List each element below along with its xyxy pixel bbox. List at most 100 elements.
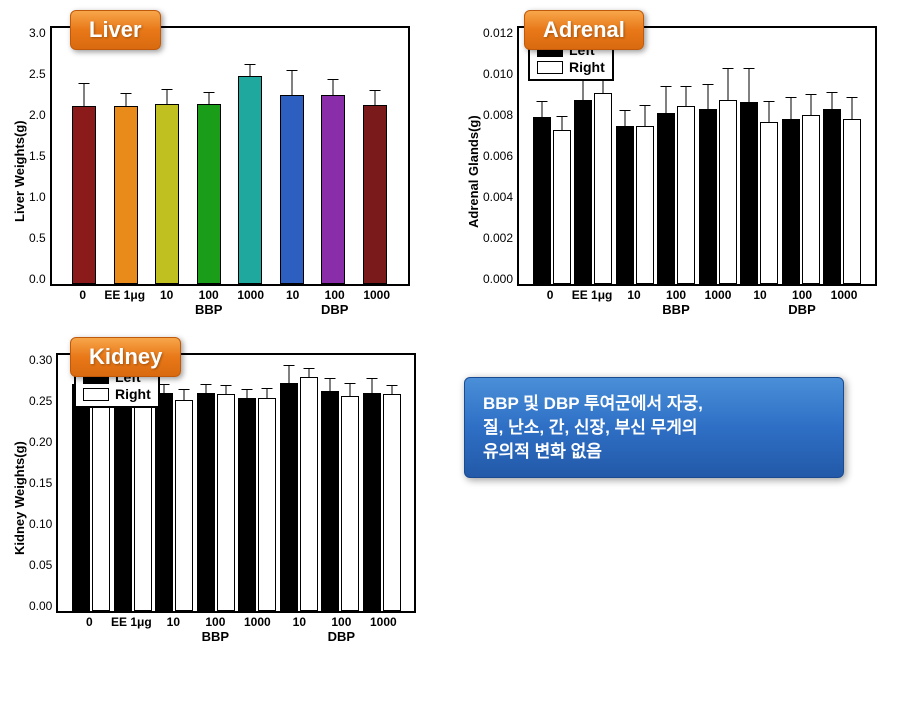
xgroup-label bbox=[529, 302, 613, 317]
ytick-label: 0.05 bbox=[29, 558, 52, 572]
ytick-label: 0.004 bbox=[483, 190, 513, 204]
xtick-label: 100 bbox=[320, 615, 362, 629]
bar bbox=[92, 389, 110, 611]
bar bbox=[363, 105, 387, 284]
bar bbox=[636, 126, 654, 284]
kidney-xgroups: BBPDBP bbox=[56, 629, 416, 644]
summary-line2: 질, 난소, 간, 신장, 부신 무게의 bbox=[483, 418, 698, 437]
bar bbox=[843, 119, 861, 284]
xtick-label: 1000 bbox=[697, 288, 739, 302]
xgroup-label: BBP bbox=[613, 302, 739, 317]
adrenal-xgroups: BBPDBP bbox=[517, 302, 877, 317]
bar bbox=[719, 100, 737, 284]
bar bbox=[114, 106, 138, 284]
ytick-label: 2.5 bbox=[29, 67, 46, 81]
legend-swatch bbox=[537, 61, 563, 74]
liver-yaxis: 3.02.52.01.51.00.50.0 bbox=[29, 26, 50, 286]
adrenal-ylabel: Adrenal Glands(g) bbox=[464, 26, 483, 317]
xtick-label: 10 bbox=[613, 288, 655, 302]
ytick-label: 0.15 bbox=[29, 476, 52, 490]
xtick-label: EE 1μg bbox=[104, 288, 146, 302]
xtick-label: 1000 bbox=[356, 288, 398, 302]
ytick-label: 0.5 bbox=[29, 231, 46, 245]
xtick-label: 10 bbox=[152, 615, 194, 629]
ytick-label: 0.002 bbox=[483, 231, 513, 245]
ytick-label: 0.012 bbox=[483, 26, 513, 40]
bar bbox=[197, 104, 221, 284]
bar bbox=[217, 394, 235, 611]
bar bbox=[114, 393, 132, 611]
kidney-xaxis: 0EE 1μg101001000101001000 bbox=[56, 613, 416, 629]
xtick-label: EE 1μg bbox=[110, 615, 152, 629]
xtick-label: 100 bbox=[655, 288, 697, 302]
adrenal-xaxis: 0EE 1μg101001000101001000 bbox=[517, 286, 877, 302]
liver-xgroups: BBPDBP bbox=[50, 302, 410, 317]
ytick-label: 0.010 bbox=[483, 67, 513, 81]
bar bbox=[134, 387, 152, 611]
bar bbox=[533, 117, 551, 284]
xtick-label: 1000 bbox=[236, 615, 278, 629]
kidney-panel: Kidney LeftRight Kidney Weights(g) 0.300… bbox=[10, 337, 454, 644]
liver-title-badge: Liver bbox=[70, 10, 161, 50]
xtick-label: 100 bbox=[194, 615, 236, 629]
bar bbox=[321, 95, 345, 284]
bar bbox=[760, 122, 778, 285]
bar bbox=[300, 377, 318, 611]
xtick-label: 1000 bbox=[362, 615, 404, 629]
bar bbox=[155, 104, 179, 284]
kidney-yaxis: 0.30 0.25 0.20 0.15 0.10 0.05 0.00 bbox=[29, 353, 56, 613]
xgroup-label bbox=[62, 302, 146, 317]
xtick-label: 100 bbox=[314, 288, 356, 302]
legend-label: Right bbox=[569, 59, 605, 75]
xgroup-label bbox=[68, 629, 152, 644]
ytick-label: 3.0 bbox=[29, 26, 46, 40]
bar bbox=[594, 93, 612, 284]
bar bbox=[782, 119, 800, 284]
xtick-label: 10 bbox=[146, 288, 188, 302]
bar bbox=[72, 384, 90, 611]
legend-row: Right bbox=[537, 59, 605, 75]
bar bbox=[740, 102, 758, 284]
summary-line3: 유의적 변화 없음 bbox=[483, 442, 602, 461]
xtick-label: 10 bbox=[278, 615, 320, 629]
xtick-label: 1000 bbox=[823, 288, 865, 302]
xtick-label: 100 bbox=[781, 288, 823, 302]
ytick-label: 0.10 bbox=[29, 517, 52, 531]
liver-chart: Liver Weights(g) 3.02.52.01.51.00.50.0 0… bbox=[10, 26, 454, 317]
ytick-label: 0.00 bbox=[29, 599, 52, 613]
ytick-label: 2.0 bbox=[29, 108, 46, 122]
ytick-label: 1.5 bbox=[29, 149, 46, 163]
bar bbox=[616, 126, 634, 284]
ytick-label: 0.006 bbox=[483, 149, 513, 163]
bar bbox=[363, 393, 381, 611]
legend-label: Right bbox=[115, 386, 151, 402]
liver-panel: Liver Liver Weights(g) 3.02.52.01.51.00.… bbox=[10, 10, 454, 317]
xgroup-label: DBP bbox=[272, 302, 398, 317]
xtick-label: 100 bbox=[188, 288, 230, 302]
bar bbox=[238, 398, 256, 611]
xtick-label: 0 bbox=[68, 615, 110, 629]
ytick-label: 0.25 bbox=[29, 394, 52, 408]
liver-ylabel: Liver Weights(g) bbox=[10, 26, 29, 317]
bar bbox=[341, 396, 359, 611]
legend-row: Right bbox=[83, 386, 151, 402]
xgroup-label: BBP bbox=[146, 302, 272, 317]
bar bbox=[72, 106, 96, 284]
bar bbox=[258, 398, 276, 611]
bar bbox=[197, 393, 215, 611]
ytick-label: 0.008 bbox=[483, 108, 513, 122]
liver-plot-area bbox=[50, 26, 410, 286]
bar bbox=[155, 393, 173, 611]
xtick-label: 0 bbox=[529, 288, 571, 302]
xgroup-label: DBP bbox=[739, 302, 865, 317]
ytick-label: 0.30 bbox=[29, 353, 52, 367]
ytick-label: 0.20 bbox=[29, 435, 52, 449]
liver-xaxis: 0EE 1μg101001000101001000 bbox=[50, 286, 410, 302]
adrenal-yaxis: 0.0120.0100.0080.0060.0040.0020.000 bbox=[483, 26, 517, 286]
summary-panel: BBP 및 DBP 투여군에서 자궁, 질, 난소, 간, 신장, 부신 무게의… bbox=[464, 337, 908, 644]
xtick-label: 10 bbox=[272, 288, 314, 302]
kidney-title-badge: Kidney bbox=[70, 337, 181, 377]
adrenal-panel: Adrenal LeftRight Adrenal Glands(g) 0.01… bbox=[464, 10, 908, 317]
xtick-label: 0 bbox=[62, 288, 104, 302]
bar bbox=[802, 115, 820, 284]
